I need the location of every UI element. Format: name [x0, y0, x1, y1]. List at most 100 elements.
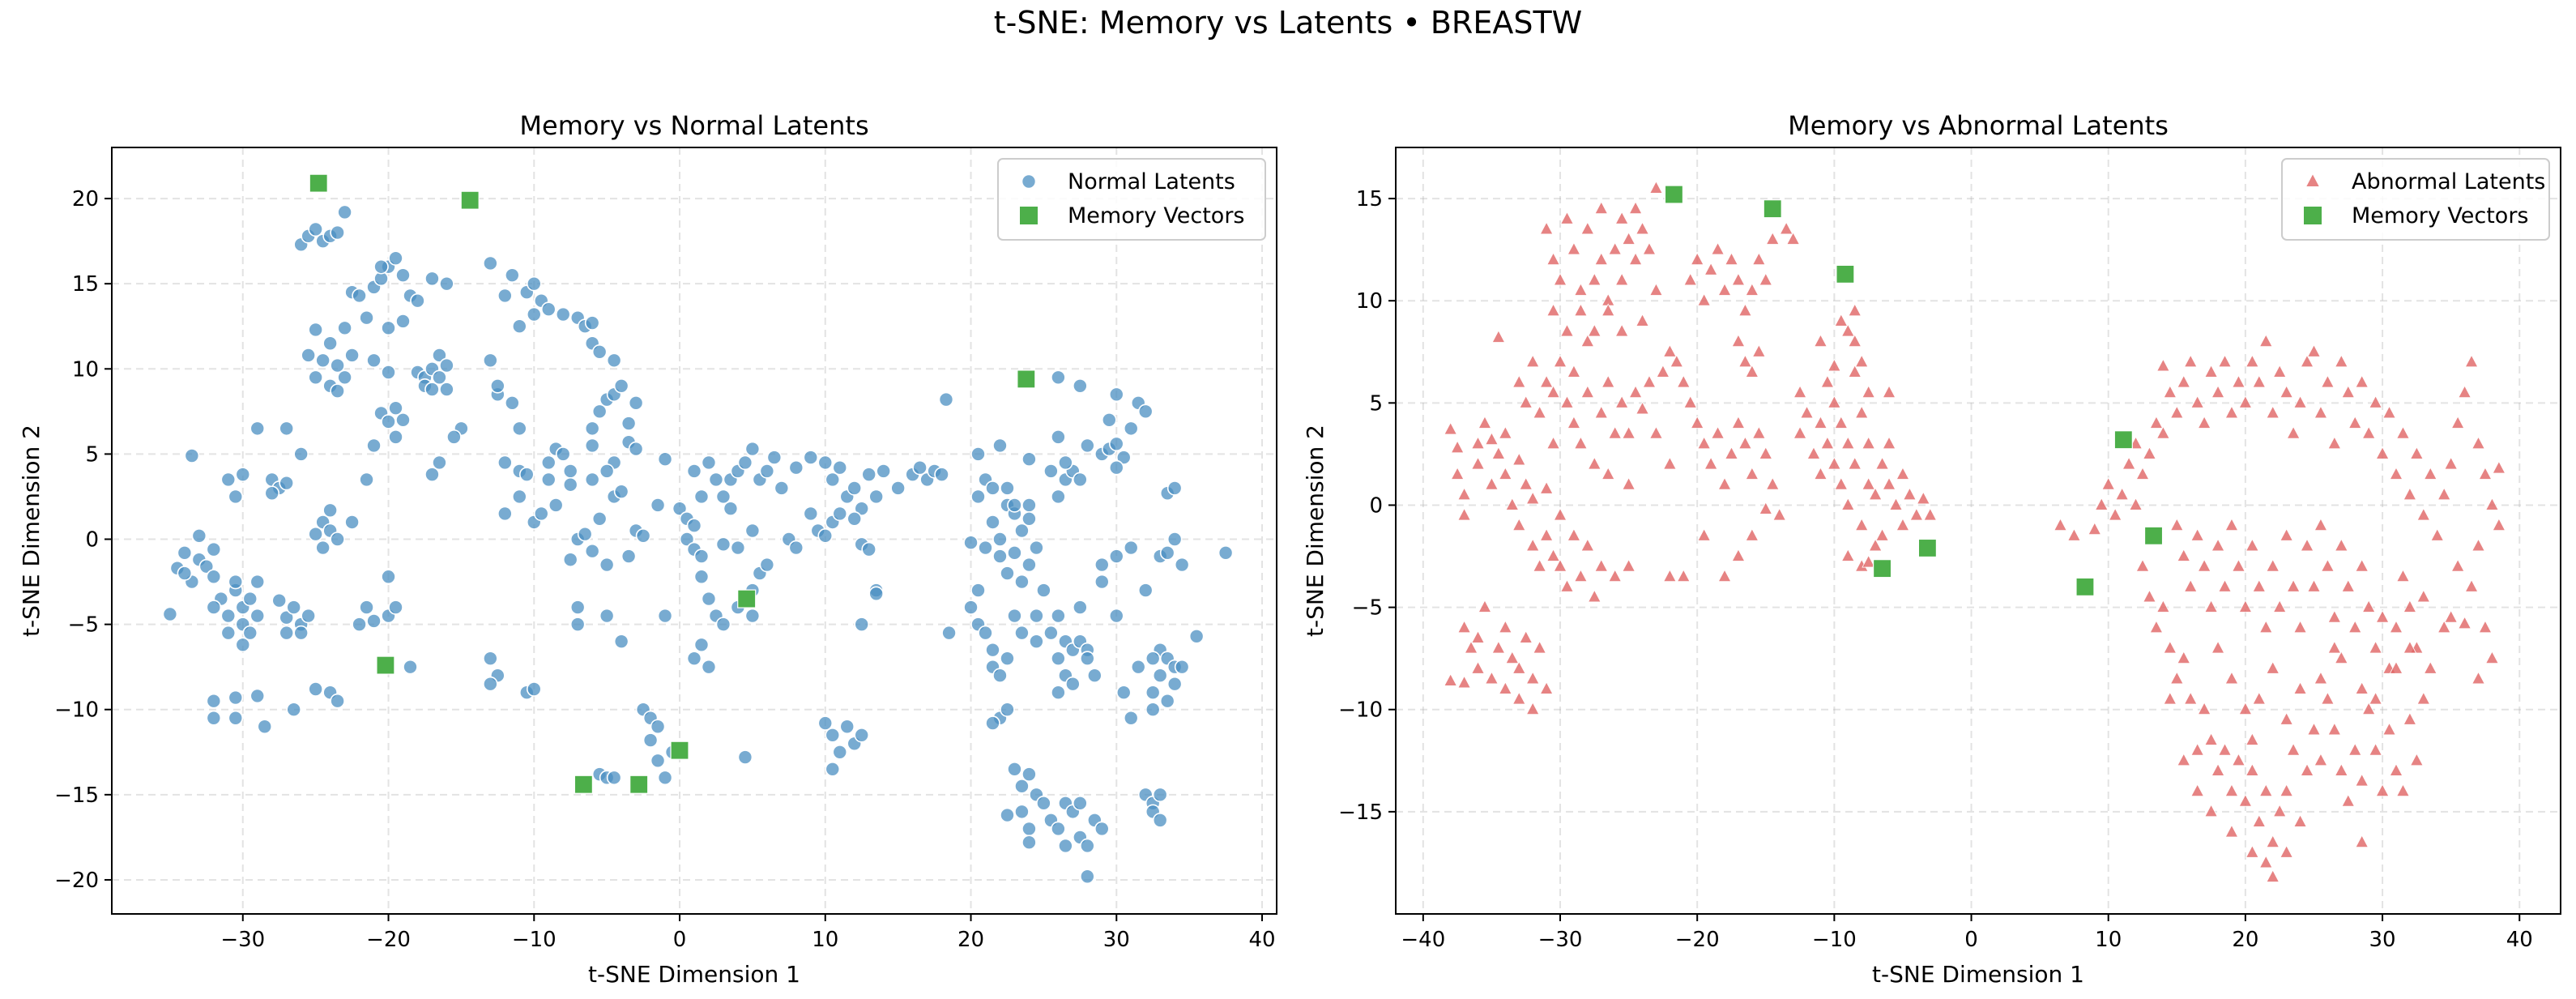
data-point — [337, 369, 352, 386]
data-point — [191, 528, 207, 544]
data-point — [344, 348, 360, 363]
data-point — [1123, 540, 1139, 556]
data-point — [1174, 557, 1190, 573]
data-point — [198, 558, 215, 574]
data-point — [2272, 804, 2287, 818]
data-point — [825, 472, 841, 488]
data-point — [2314, 518, 2328, 532]
data-point — [2163, 691, 2177, 705]
data-point — [1525, 538, 1540, 552]
data-point — [759, 463, 775, 479]
data-point — [1533, 405, 1546, 419]
data-point — [526, 306, 542, 322]
data-point — [1519, 630, 1533, 643]
data-point — [1923, 507, 1938, 521]
data-point — [584, 543, 600, 559]
data-point — [1649, 283, 1663, 296]
data-point — [235, 637, 251, 653]
data-point — [832, 506, 848, 522]
data-point — [1073, 796, 1088, 811]
data-point — [2224, 671, 2239, 685]
data-point — [308, 681, 323, 697]
memory-vector-point — [1017, 369, 1036, 389]
data-point — [395, 314, 411, 329]
data-point — [1882, 385, 1896, 399]
data-point — [1051, 429, 1066, 445]
data-point — [249, 421, 266, 437]
y-tick-label: −10 — [1338, 698, 1383, 723]
data-point — [2224, 824, 2239, 838]
data-point — [613, 634, 629, 649]
data-point — [1690, 252, 1704, 266]
data-point — [249, 608, 266, 624]
data-point — [2252, 814, 2267, 827]
data-point — [548, 497, 564, 513]
data-point — [526, 275, 542, 292]
data-point — [2464, 354, 2479, 368]
data-point — [1051, 608, 1066, 624]
data-point — [2258, 855, 2273, 869]
data-point — [1108, 436, 1124, 452]
data-point — [2258, 620, 2273, 634]
data-point — [2238, 600, 2253, 613]
data-point — [2156, 600, 2170, 613]
data-point — [584, 472, 600, 488]
data-point — [337, 204, 352, 220]
data-point — [1525, 671, 1540, 685]
data-point — [1806, 446, 1821, 459]
data-point — [1636, 314, 1649, 327]
data-point — [2327, 609, 2342, 623]
data-point — [715, 536, 731, 553]
data-point — [315, 540, 331, 556]
data-point — [1546, 303, 1560, 317]
data-point — [2169, 518, 2184, 532]
subplot-2: −40 −30 −20 −10 0 10 20 30 40 −15 −10 −5 0 5 10 15 Memor… — [1302, 110, 2561, 988]
data-point — [177, 566, 193, 581]
data-point — [2204, 804, 2218, 818]
data-point — [2224, 783, 2239, 796]
data-point — [518, 467, 535, 482]
data-point — [1021, 510, 1037, 527]
data-point — [2211, 640, 2225, 654]
data-point — [803, 450, 819, 465]
data-point — [2169, 405, 2184, 419]
data-point — [257, 719, 273, 735]
data-point — [1697, 527, 1711, 541]
data-point — [562, 463, 578, 479]
data-point — [1711, 241, 1725, 255]
data-point — [483, 676, 498, 692]
data-point — [1628, 201, 1643, 215]
data-point — [1786, 232, 1800, 245]
data-point — [2293, 395, 2307, 408]
legend-marker — [2304, 207, 2322, 224]
y-tick-label: −15 — [54, 783, 99, 808]
data-point — [2437, 487, 2451, 501]
data-point — [1649, 181, 1663, 194]
data-point — [2129, 497, 2143, 510]
data-point — [679, 532, 695, 547]
data-point — [2458, 616, 2472, 630]
data-point — [359, 310, 374, 326]
data-point — [220, 608, 237, 624]
data-point — [1123, 710, 1139, 726]
data-point — [701, 591, 717, 607]
data-point — [1567, 241, 1581, 255]
data-point — [381, 320, 396, 336]
data-point — [2369, 395, 2382, 408]
y-tick-label: 15 — [1356, 187, 1383, 211]
data-point — [1159, 545, 1175, 561]
data-point — [286, 600, 301, 615]
data-point — [1834, 416, 1849, 429]
data-point — [2375, 446, 2390, 459]
data-point — [2335, 763, 2348, 776]
data-point — [1094, 821, 1110, 837]
data-point — [1636, 401, 1649, 415]
data-point — [2321, 374, 2335, 388]
data-point — [2335, 651, 2348, 664]
data-point — [2204, 365, 2218, 378]
data-point — [1094, 574, 1110, 590]
data-point — [599, 608, 615, 624]
data-point — [1546, 252, 1560, 266]
data-point — [1656, 365, 1670, 378]
data-point — [1587, 323, 1601, 337]
